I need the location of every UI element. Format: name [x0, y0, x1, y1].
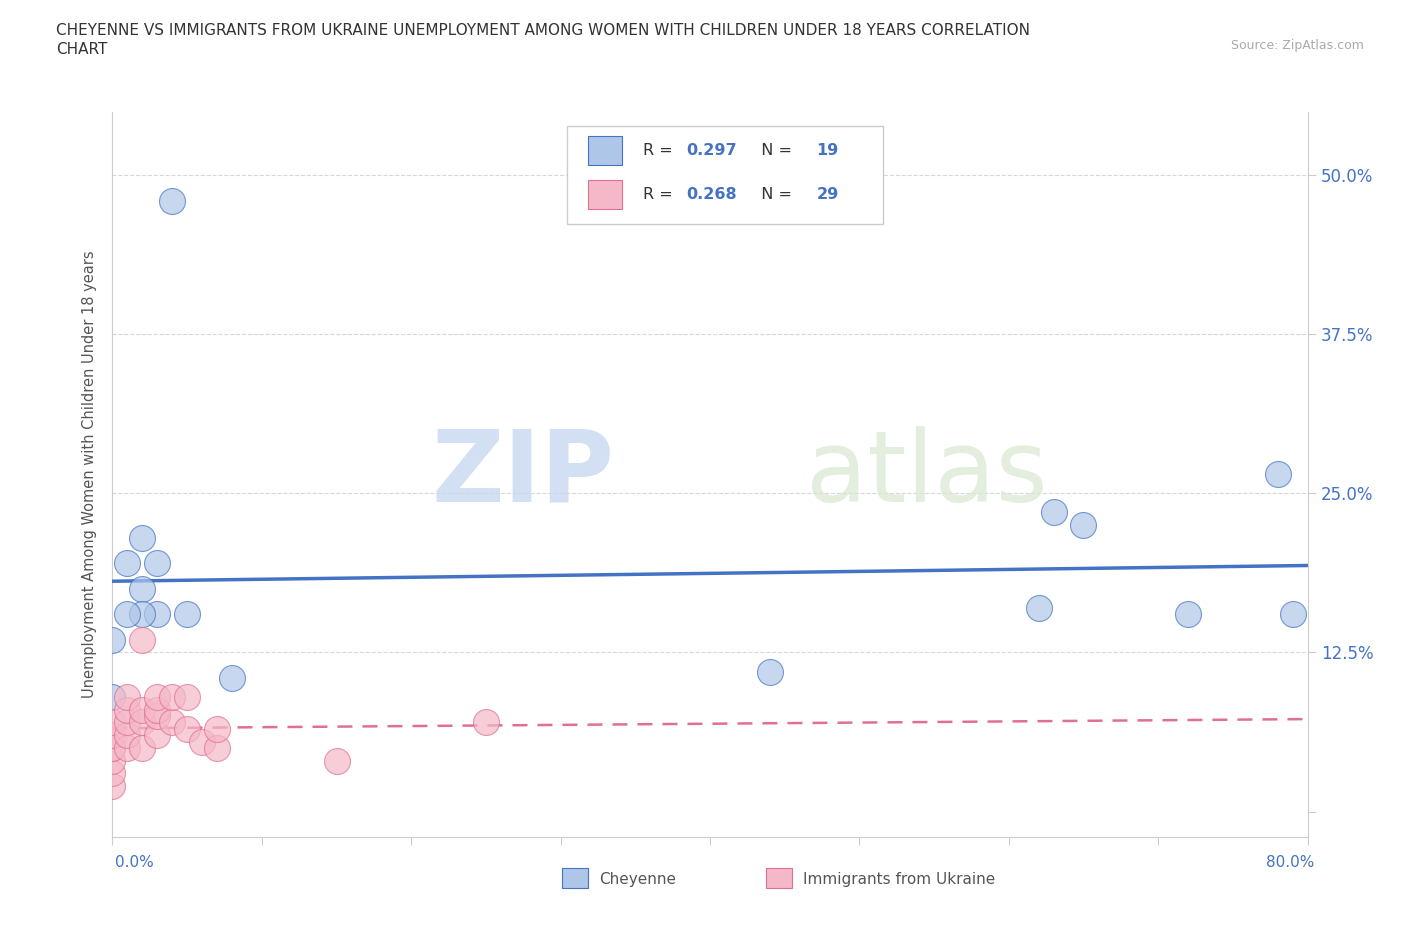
Point	[117, 689, 139, 704]
Point	[1281, 607, 1303, 622]
Text: 29: 29	[817, 187, 838, 203]
FancyBboxPatch shape	[567, 126, 883, 224]
Point	[131, 715, 153, 730]
Text: atlas: atlas	[806, 426, 1047, 523]
Point	[117, 715, 139, 730]
Point	[162, 715, 183, 730]
Y-axis label: Unemployment Among Women with Children Under 18 years: Unemployment Among Women with Children U…	[82, 250, 97, 698]
Text: N =: N =	[751, 187, 797, 203]
Point	[221, 671, 243, 685]
Point	[101, 632, 124, 647]
Point	[101, 728, 124, 743]
Text: 80.0%: 80.0%	[1267, 855, 1315, 870]
Point	[131, 740, 153, 755]
Text: Immigrants from Ukraine: Immigrants from Ukraine	[803, 872, 995, 887]
Text: CHART: CHART	[56, 42, 108, 57]
Text: 0.268: 0.268	[686, 187, 737, 203]
Point	[176, 689, 198, 704]
Point	[162, 193, 183, 208]
Point	[205, 722, 228, 737]
Text: Cheyenne: Cheyenne	[599, 872, 676, 887]
Bar	[766, 868, 792, 888]
FancyBboxPatch shape	[588, 137, 621, 166]
Point	[101, 715, 124, 730]
Text: 0.0%: 0.0%	[115, 855, 155, 870]
Point	[146, 689, 169, 704]
Text: CHEYENNE VS IMMIGRANTS FROM UKRAINE UNEMPLOYMENT AMONG WOMEN WITH CHILDREN UNDER: CHEYENNE VS IMMIGRANTS FROM UKRAINE UNEM…	[56, 23, 1031, 38]
Text: ZIP: ZIP	[432, 426, 614, 523]
Point	[146, 709, 169, 724]
Point	[131, 530, 153, 545]
Point	[117, 607, 139, 622]
Point	[101, 689, 124, 704]
Text: 0.297: 0.297	[686, 143, 737, 158]
Point	[131, 581, 153, 596]
Text: Source: ZipAtlas.com: Source: ZipAtlas.com	[1230, 39, 1364, 52]
Text: R =: R =	[643, 187, 678, 203]
Point	[1073, 518, 1095, 533]
Point	[101, 740, 124, 755]
Point	[131, 702, 153, 717]
Point	[475, 715, 498, 730]
Point	[325, 753, 347, 768]
Point	[162, 689, 183, 704]
Point	[1267, 467, 1289, 482]
Point	[117, 702, 139, 717]
Point	[1177, 607, 1199, 622]
Point	[759, 664, 782, 679]
Text: 19: 19	[817, 143, 838, 158]
Point	[205, 740, 228, 755]
Point	[101, 778, 124, 793]
Bar	[562, 868, 588, 888]
Point	[101, 753, 124, 768]
Point	[117, 740, 139, 755]
Point	[191, 734, 214, 749]
Point	[131, 607, 153, 622]
FancyBboxPatch shape	[588, 180, 621, 209]
Point	[146, 607, 169, 622]
Point	[146, 702, 169, 717]
Point	[176, 607, 198, 622]
Point	[146, 728, 169, 743]
Point	[117, 556, 139, 571]
Text: N =: N =	[751, 143, 797, 158]
Point	[176, 722, 198, 737]
Point	[101, 740, 124, 755]
Point	[101, 766, 124, 781]
Point	[131, 632, 153, 647]
Point	[1028, 601, 1050, 616]
Point	[117, 728, 139, 743]
Point	[146, 556, 169, 571]
Text: R =: R =	[643, 143, 678, 158]
Point	[1042, 505, 1064, 520]
